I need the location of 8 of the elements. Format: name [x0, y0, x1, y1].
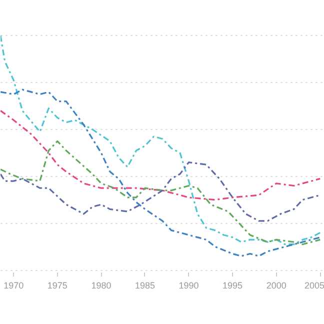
- x-tick-label: 1975: [47, 280, 68, 290]
- x-tick-label: 1995: [222, 280, 243, 290]
- x-tick-label: 1985: [134, 280, 156, 290]
- x-tick-label: 1970: [4, 280, 24, 290]
- x-tick-label: 2000: [266, 280, 286, 290]
- x-tick-label: 2005: [304, 280, 324, 290]
- x-tick-label: 1990: [178, 280, 199, 290]
- x-tick-label: 1980: [91, 280, 112, 290]
